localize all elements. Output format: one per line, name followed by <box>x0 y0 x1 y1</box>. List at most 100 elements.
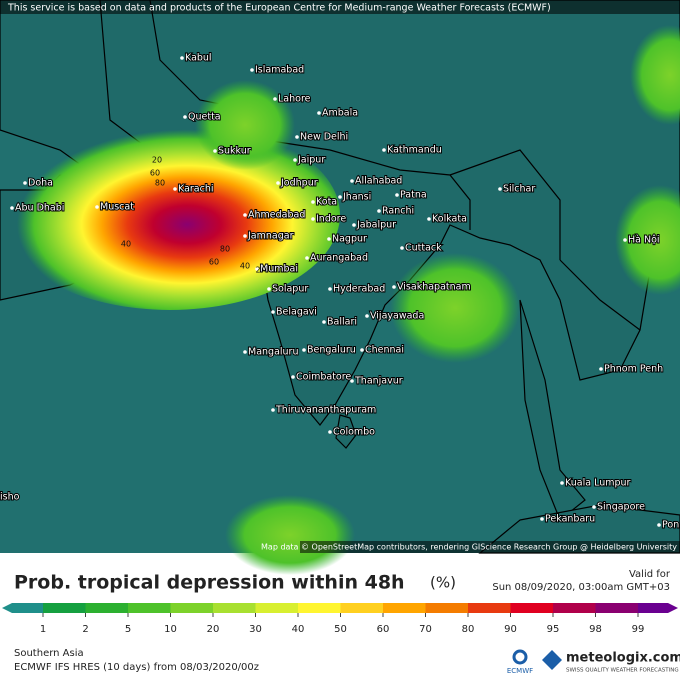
colorbar: 1 2 5 10 20 30 40 50 60 70 80 90 95 98 99 <box>2 603 678 635</box>
contour-label: 60 <box>209 258 219 267</box>
colorbar-tick-label: 50 <box>334 624 347 635</box>
notice-bar <box>0 0 680 14</box>
ecmwf-logo <box>512 649 528 665</box>
city-dot <box>23 181 27 185</box>
city-label: Kuala Lumpur <box>565 478 631 489</box>
city-dot <box>213 149 217 153</box>
colorbar-tick-label: 90 <box>504 624 517 635</box>
colorbar-tick-label: 5 <box>125 624 131 635</box>
region: Southern Asia <box>14 648 84 659</box>
city-label: Mangaluru <box>248 347 298 358</box>
city-label: Singapore <box>597 502 645 513</box>
city-label: Abu Dhabi <box>15 203 64 214</box>
city-label: Muscat <box>100 202 134 213</box>
city-dot <box>395 193 399 197</box>
colorbar-segment <box>213 603 256 613</box>
contour-label: 40 <box>240 262 250 271</box>
colorbar-segment <box>128 603 171 613</box>
city-dot <box>377 209 381 213</box>
city-label: Belagavi <box>276 307 317 318</box>
city-label: Silchar <box>503 184 535 195</box>
colorbar-segment <box>12 603 43 613</box>
colorbar-tick-label: 60 <box>377 624 390 635</box>
city-dot <box>360 348 364 352</box>
city-dot <box>400 246 404 250</box>
colorbar-arrow-right <box>668 603 678 613</box>
city-label: Pekanbaru <box>545 514 595 525</box>
city-label: Ranchi <box>382 206 414 217</box>
colorbar-tick-label: 95 <box>547 624 560 635</box>
city-label: Jodhpur <box>280 178 318 189</box>
colorbar-tick-label: 98 <box>589 624 602 635</box>
colorbar-segment <box>510 603 553 613</box>
city-label: Aurangabad <box>310 253 368 264</box>
contour-label: 40 <box>121 240 131 249</box>
city-dot <box>623 238 627 242</box>
attribution: Map data © OpenStreetMap contributors, r… <box>261 543 677 552</box>
probability-fields <box>0 25 680 575</box>
city-dot <box>180 56 184 60</box>
colorbar-segment <box>340 603 383 613</box>
city-dot <box>599 367 603 371</box>
attribution-bar <box>300 541 680 553</box>
city-label: Karachi <box>178 184 214 195</box>
city-label: Hyderabad <box>333 284 385 295</box>
city-label: Jhansi <box>342 192 371 203</box>
city-dot <box>592 505 596 509</box>
valid-time: Sun 08/09/2020, 03:00am GMT+03 <box>492 582 670 593</box>
city-dot <box>276 181 280 185</box>
city-label: Colombo <box>333 427 375 438</box>
city-dot <box>328 430 332 434</box>
colorbar-segment <box>468 603 511 613</box>
city-label: Patna <box>400 190 427 201</box>
colorbar-segment <box>298 603 341 613</box>
city-label: Jamnagar <box>247 231 294 242</box>
tagline: SWISS QUALITY WEATHER FORECASTING <box>566 668 679 674</box>
city-label: Kabul <box>185 53 212 64</box>
city-label: Sukkur <box>218 146 251 157</box>
city-dot <box>365 314 369 318</box>
ecmwf-label: ECMWF <box>507 667 533 675</box>
city-label: Lahore <box>278 94 311 105</box>
city-label: Visakhapatnam <box>397 282 471 293</box>
city-dot <box>311 217 315 221</box>
brand: meteologix.com <box>566 651 680 666</box>
city-dot <box>657 523 661 527</box>
valid-label: Valid for <box>629 569 671 580</box>
city-label: Kolkata <box>432 214 467 225</box>
colorbar-segment <box>383 603 426 613</box>
colorbar-tick-label: 70 <box>419 624 432 635</box>
city-dot <box>350 179 354 183</box>
city-dot <box>255 267 259 271</box>
city-dot <box>243 350 247 354</box>
city-label: Ahmedabad <box>248 210 305 221</box>
city-dot <box>322 320 326 324</box>
contour-label: 60 <box>150 169 160 178</box>
legend-title: Prob. tropical depression within 48h <box>14 572 405 594</box>
city-dot <box>243 213 247 217</box>
city-dot <box>271 310 275 314</box>
city-label: Solapur <box>272 284 308 295</box>
legend-unit: (%) <box>430 574 456 592</box>
city-dot <box>243 234 247 238</box>
contour-label: 2 <box>255 266 260 275</box>
model-run: ECMWF IFS HRES (10 days) from 08/03/2020… <box>14 662 259 673</box>
city-label: Ballari <box>327 317 357 328</box>
colorbar-tick-label: 10 <box>164 624 177 635</box>
city-dot <box>382 148 386 152</box>
contour-label: 20 <box>152 156 162 165</box>
colorbar-tick-label: 30 <box>249 624 262 635</box>
city-label: Jaipur <box>297 155 325 166</box>
city-dot <box>293 158 297 162</box>
colorbar-segment <box>595 603 638 613</box>
city-dot <box>560 481 564 485</box>
city-label: Indore <box>316 214 346 225</box>
contour-label: 80 <box>220 245 230 254</box>
city-label: Thanjavur <box>354 376 403 387</box>
city-label: Allahabad <box>355 176 402 187</box>
city-label: Phnom Penh <box>604 364 663 375</box>
city-dot <box>317 111 321 115</box>
city-dot <box>338 195 342 199</box>
